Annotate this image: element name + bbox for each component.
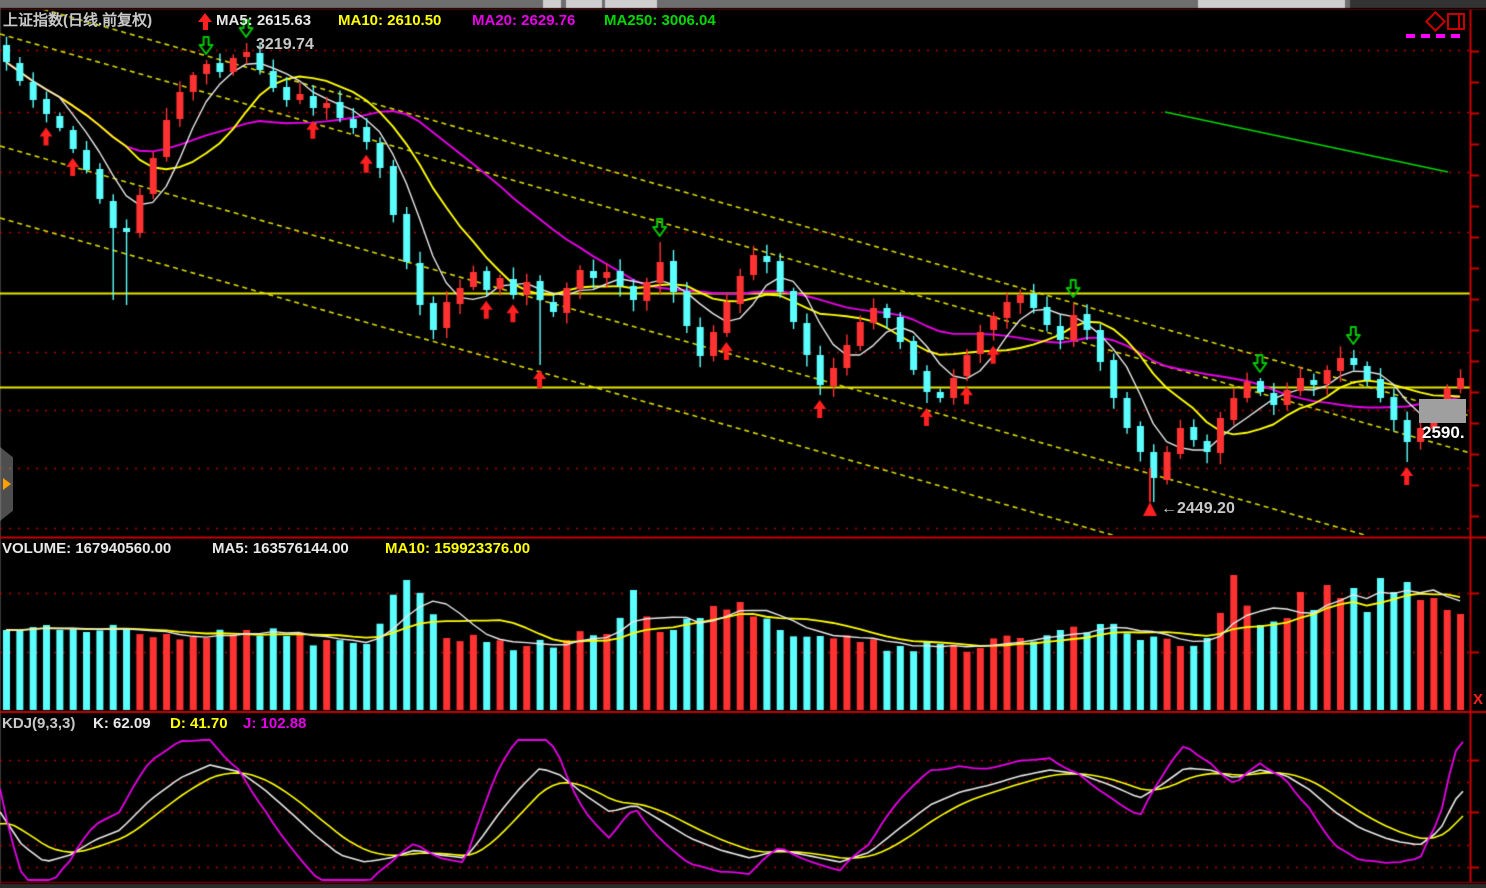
volume-value-label: VOLUME: 167940560.00 [2,540,172,557]
close-indicator-icon[interactable]: X [1473,691,1484,708]
expander-arrow-icon [3,478,11,490]
kdj-j-label: J: 102.88 [243,715,307,732]
kdj-indicator-label: KDJ(9,3,3) [2,715,76,732]
kdj-d-label: D: 41.70 [170,715,228,732]
instrument-title: 上证指数(日线.前复权) [3,12,153,29]
volume-ma5-label: MA5: 163576144.00 [212,540,349,557]
kdj-k-label: K: 62.09 [93,715,151,732]
peak-price-label: 3219.74 [256,36,314,53]
ma250-value-label: MA250: 3006.04 [604,12,716,29]
drawing-dash-icon[interactable] [1406,34,1464,38]
price-tag [1419,399,1466,423]
ma10-value-label: MA10: 2610.50 [338,12,442,29]
up-arrow-icon [198,13,213,30]
price-tag-value: 2590. [1422,423,1465,442]
panel-layout-icon[interactable] [1447,13,1465,30]
panel-layout-icon-divider [1458,15,1460,28]
sidebar-expander[interactable] [0,447,13,521]
trough-price-label: ←2449.20 [1161,500,1235,517]
ma5-value-label: MA5: 2615.63 [216,12,312,29]
volume-ma10-label: MA10: 159923376.00 [385,540,531,557]
ma20-value-label: MA20: 2629.76 [472,12,576,29]
